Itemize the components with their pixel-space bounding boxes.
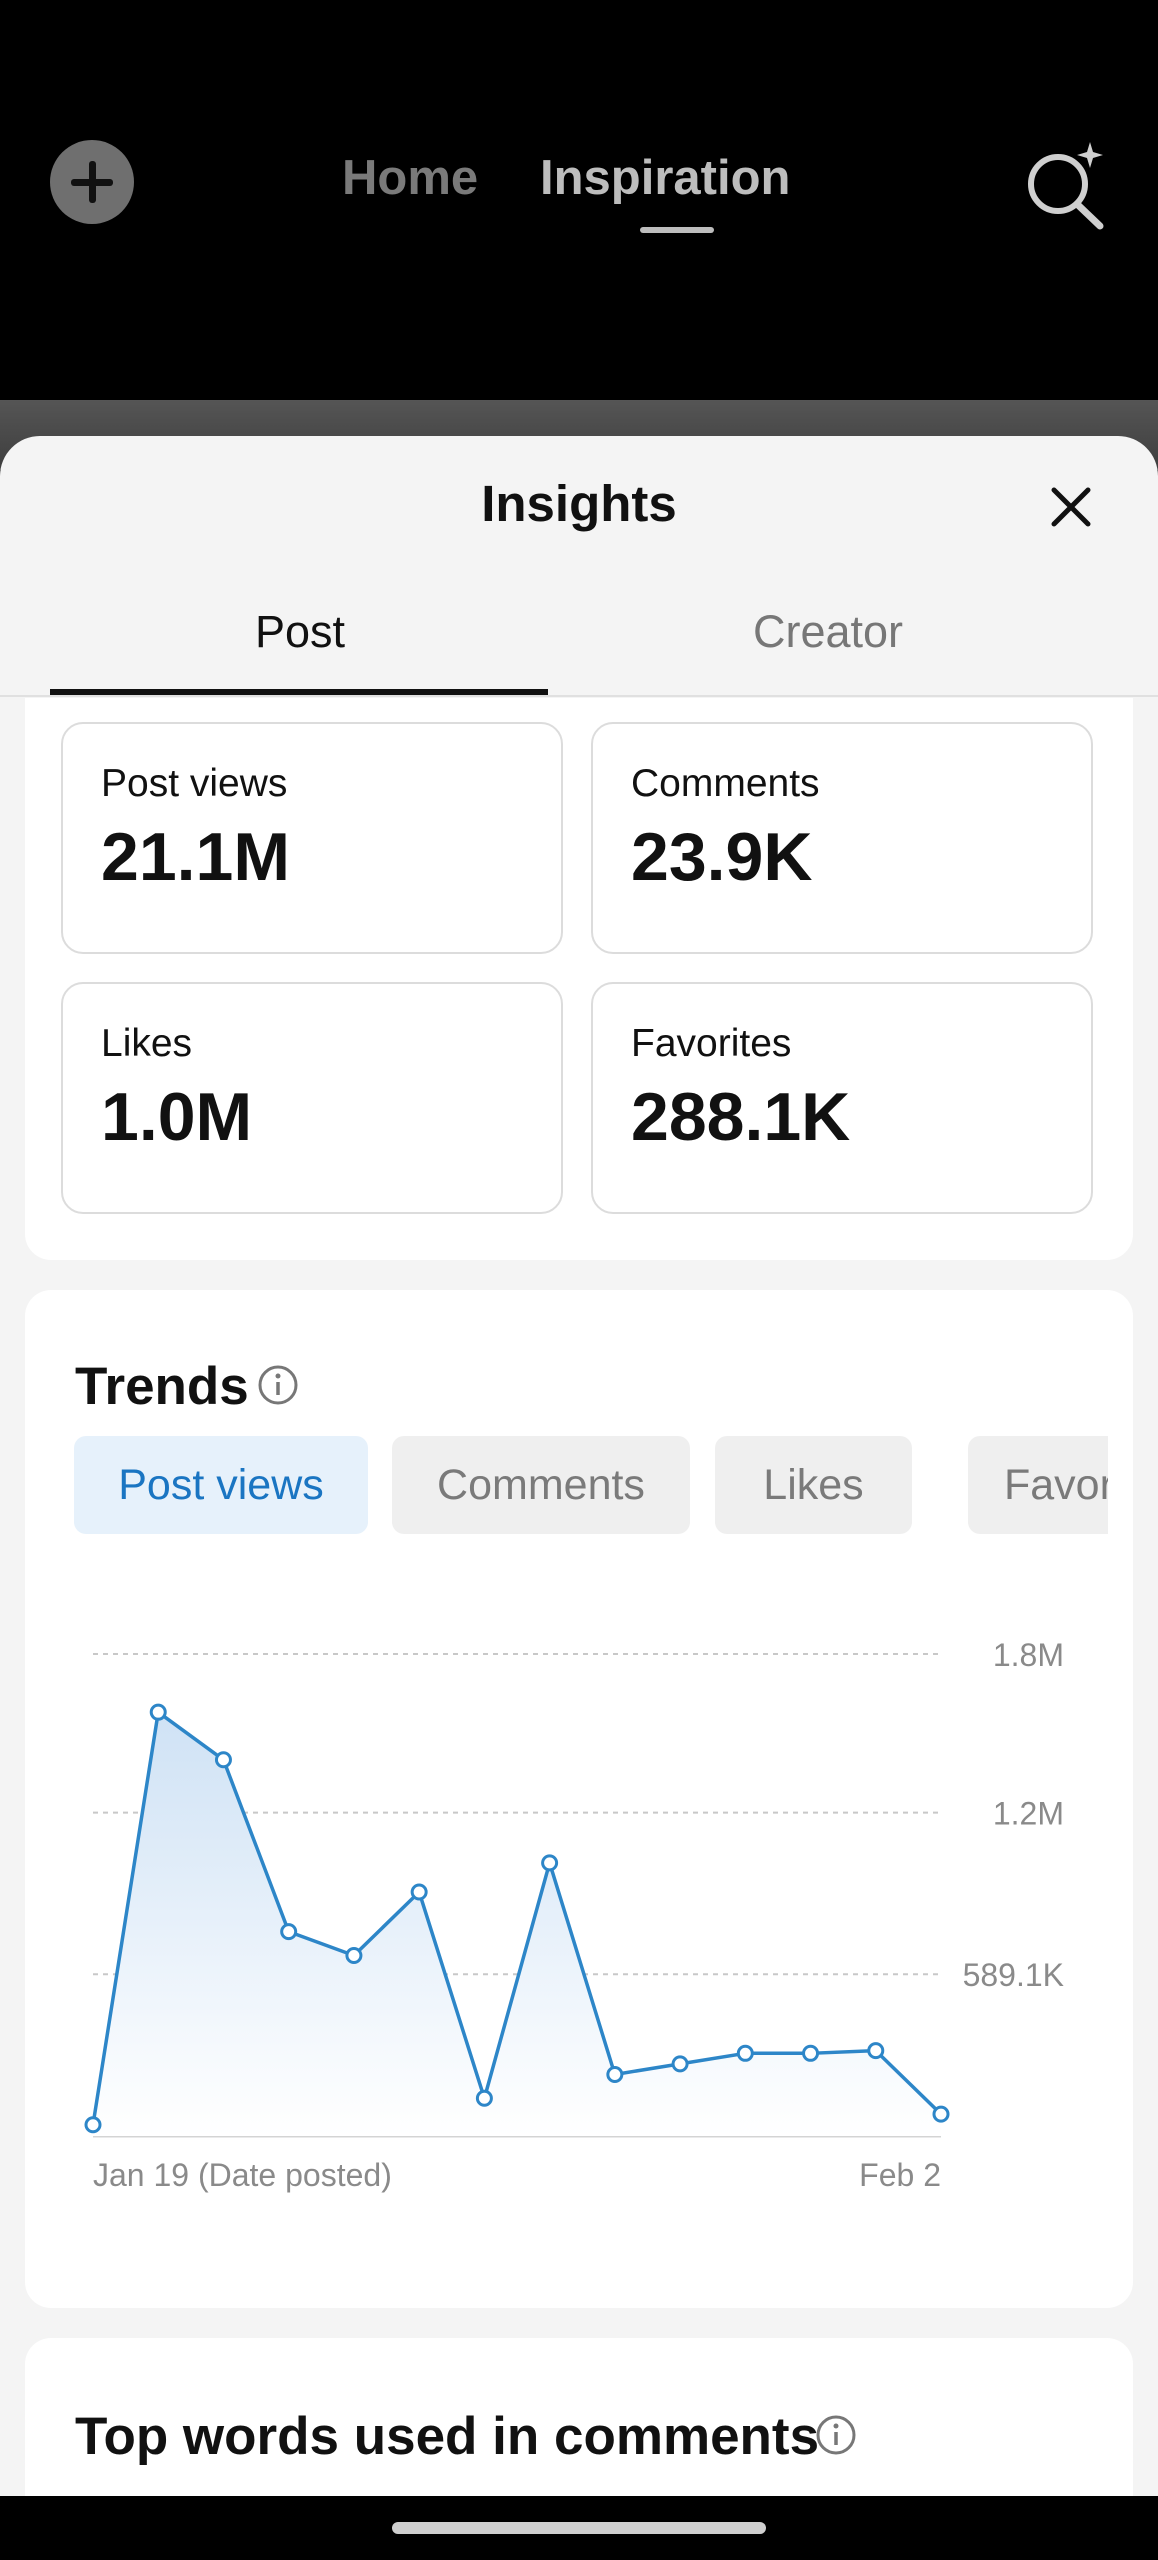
- tab-creator[interactable]: Creator: [752, 606, 904, 657]
- y-tick-label: 1.8M: [993, 1637, 1064, 1673]
- nav-tab-inspiration[interactable]: Inspiration: [540, 151, 791, 205]
- metric-favorites[interactable]: Favorites 288.1K: [591, 982, 1093, 1214]
- top-nav-bar: Home Inspiration: [0, 0, 1158, 400]
- trends-info-icon[interactable]: [257, 1364, 299, 1406]
- nav-tab-home[interactable]: Home: [342, 151, 479, 205]
- data-point[interactable]: [280, 1923, 298, 1941]
- x-tick-label-end: Feb 2: [859, 2157, 941, 2193]
- close-icon[interactable]: [1046, 482, 1096, 532]
- metric-value: 288.1K: [631, 1079, 851, 1155]
- tab-post[interactable]: Post: [254, 606, 346, 657]
- home-indicator[interactable]: [392, 2522, 766, 2534]
- chip-favorites-clip: Favorites: [968, 1436, 1108, 1534]
- metric-comments[interactable]: Comments 23.9K: [591, 722, 1093, 954]
- create-plus-icon[interactable]: [50, 140, 134, 224]
- metric-label: Post views: [101, 762, 288, 805]
- data-point[interactable]: [84, 2116, 102, 2134]
- data-point[interactable]: [802, 2044, 820, 2062]
- data-point[interactable]: [606, 2065, 624, 2083]
- chip-comments[interactable]: Comments: [392, 1436, 690, 1534]
- chip-post-views[interactable]: Post views: [74, 1436, 368, 1534]
- tab-divider: [0, 695, 1158, 697]
- post-views-trend-chart: 589.1K 1.2M 1.8M Jan 19 (Date posted) Feb 2: [84, 1637, 1064, 2193]
- data-point[interactable]: [541, 1854, 559, 1872]
- data-point[interactable]: [671, 2055, 689, 2073]
- tab-active-indicator: [50, 689, 548, 695]
- trends-card: Trends Post views Comments Likes Favorit…: [25, 1290, 1133, 2308]
- metric-label: Likes: [101, 1022, 193, 1065]
- metric-label: Favorites: [631, 1022, 792, 1065]
- insights-sheet: Insights Post Creator Post views 21.1M C…: [0, 436, 1158, 2496]
- chip-likes[interactable]: Likes: [715, 1436, 912, 1534]
- chip-favorites[interactable]: Favorites: [968, 1436, 1108, 1534]
- metric-value: 1.0M: [101, 1079, 253, 1155]
- trends-title: Trends: [75, 1357, 249, 1416]
- series-area: [93, 1712, 941, 2136]
- y-tick-label: 589.1K: [963, 1957, 1064, 1993]
- metric-label: Comments: [631, 762, 820, 805]
- data-point[interactable]: [932, 2105, 950, 2123]
- metric-value: 21.1M: [101, 819, 290, 895]
- data-point[interactable]: [475, 2089, 493, 2107]
- series-line: [91, 1710, 943, 2125]
- metric-post-views[interactable]: Post views 21.1M: [61, 722, 563, 954]
- top-words-info-icon[interactable]: [815, 2414, 857, 2456]
- data-point[interactable]: [149, 1703, 167, 1721]
- metrics-card: Post views 21.1M Comments 23.9K Likes 1.…: [25, 698, 1133, 1260]
- data-point[interactable]: [736, 2044, 754, 2062]
- data-point[interactable]: [214, 1751, 232, 1769]
- data-point[interactable]: [867, 2042, 885, 2060]
- top-words-title: Top words used in comments: [75, 2407, 820, 2466]
- data-point[interactable]: [345, 1946, 363, 1964]
- nav-active-indicator: [640, 227, 714, 233]
- y-tick-label: 1.2M: [993, 1796, 1064, 1832]
- ai-search-icon[interactable]: [1018, 138, 1110, 230]
- metric-likes[interactable]: Likes 1.0M: [61, 982, 563, 1214]
- metric-value: 23.9K: [631, 819, 813, 895]
- top-words-card: Top words used in comments: [25, 2338, 1133, 2496]
- x-tick-label-start: Jan 19 (Date posted): [93, 2157, 392, 2193]
- data-point[interactable]: [410, 1883, 428, 1901]
- sheet-title: Insights: [481, 475, 677, 532]
